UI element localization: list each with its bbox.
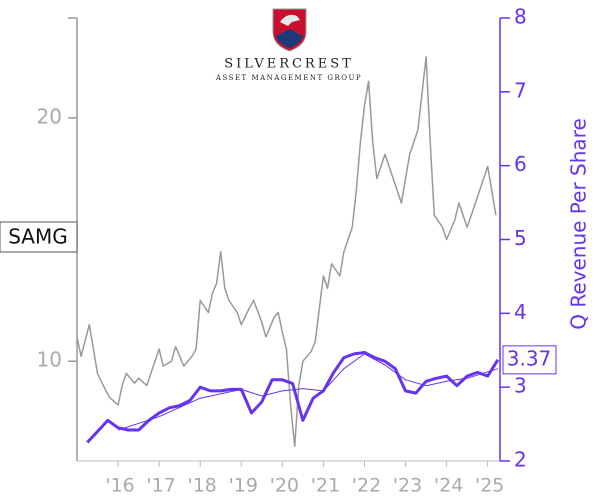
logo: SILVERCREST ASSET MANAGEMENT GROUP xyxy=(215,8,362,82)
ticker-label: SAMG xyxy=(8,225,68,249)
y2-tick-label: 6 xyxy=(514,152,527,176)
y2-tick-label: 5 xyxy=(514,226,527,250)
x-tick-label: '22 xyxy=(352,475,381,497)
y-tick-label: 10 xyxy=(37,348,62,372)
logo-chevron xyxy=(276,29,303,48)
y2-tick-label: 8 xyxy=(514,5,527,29)
series-line xyxy=(86,351,500,444)
x-tick-label: '17 xyxy=(146,475,175,497)
x-tick-label: '25 xyxy=(475,475,504,497)
ticker-box xyxy=(0,221,78,253)
series-line xyxy=(76,56,497,448)
y2-tick-label: 7 xyxy=(514,78,527,102)
x-tick-label: '20 xyxy=(270,475,299,497)
x-tick-label: '24 xyxy=(434,475,463,497)
y2-tick-label: 2 xyxy=(514,448,527,472)
series-line xyxy=(117,353,499,431)
logo-name: SILVERCREST xyxy=(224,57,354,72)
logo-emblem xyxy=(280,14,300,26)
logo-tagline: ASSET MANAGEMENT GROUP xyxy=(215,74,362,82)
x-tick-label: '16 xyxy=(105,475,134,497)
y-tick-label: 20 xyxy=(37,104,62,128)
last-value-box xyxy=(502,345,557,375)
x-tick-label: '19 xyxy=(229,475,258,497)
y2-axis-title: Q Revenue Per Share xyxy=(567,118,591,330)
last-value-label: 3.37 xyxy=(507,346,552,370)
x-tick-label: '21 xyxy=(311,475,340,497)
y2-tick-label: 4 xyxy=(514,300,527,324)
x-tick-label: '23 xyxy=(393,475,422,497)
y2-tick-label: 3 xyxy=(514,374,527,398)
x-tick-label: '18 xyxy=(188,475,217,497)
